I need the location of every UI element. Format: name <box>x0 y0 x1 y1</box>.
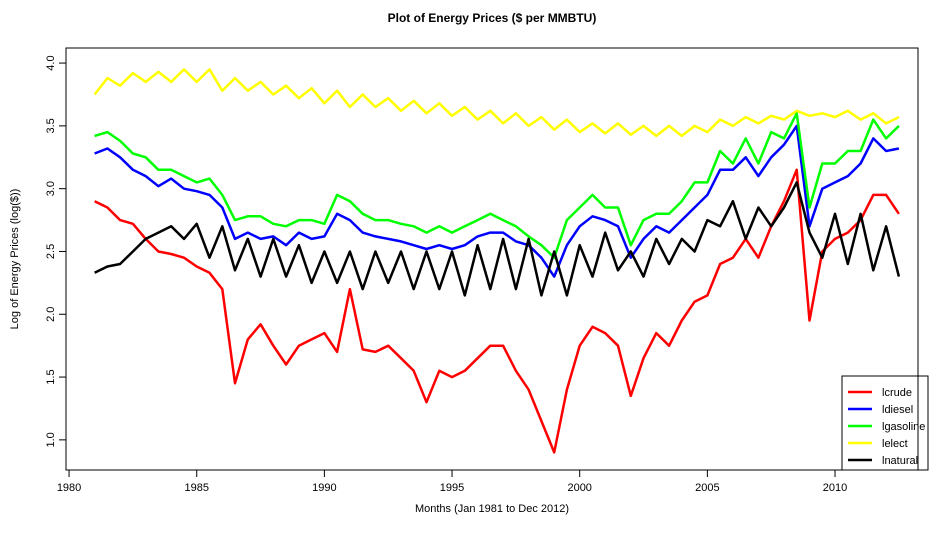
legend-label: lcrude <box>882 387 912 399</box>
series-line <box>94 181 901 297</box>
y-tick-label: 1.0 <box>45 432 57 447</box>
y-tick-label: 3.0 <box>45 181 57 196</box>
x-axis-label: Months (Jan 1981 to Dec 2012) <box>415 503 569 515</box>
series-line <box>94 112 900 259</box>
y-tick-label: 2.5 <box>45 244 57 259</box>
x-tick-label: 2000 <box>567 482 591 494</box>
series-line <box>94 168 900 454</box>
legend-label: lelect <box>882 438 908 450</box>
chart-title: Plot of Energy Prices ($ per MMBTU) <box>388 11 597 25</box>
plot-frame <box>65 47 919 471</box>
y-tick-label: 2.0 <box>45 307 57 322</box>
x-tick-label: 1995 <box>440 482 464 494</box>
y-tick-label: 4.0 <box>45 55 57 70</box>
y-axis-label: Log of Energy Prices (log($)) <box>9 189 21 330</box>
plot-lines <box>93 68 901 454</box>
x-tick-label: 1980 <box>57 482 81 494</box>
x-tick-label: 1985 <box>184 482 208 494</box>
legend-label: lnatural <box>882 455 918 467</box>
x-tick-label: 2010 <box>823 482 847 494</box>
x-tick-label: 2005 <box>695 482 719 494</box>
series-line <box>94 124 900 278</box>
y-tick-label: 3.5 <box>45 118 57 133</box>
y-tick-label: 1.5 <box>45 369 57 384</box>
legend-label: ldiesel <box>882 404 913 416</box>
x-tick-label: 1990 <box>312 482 336 494</box>
series-line <box>93 68 900 138</box>
legend-label: lgasoline <box>882 421 925 433</box>
